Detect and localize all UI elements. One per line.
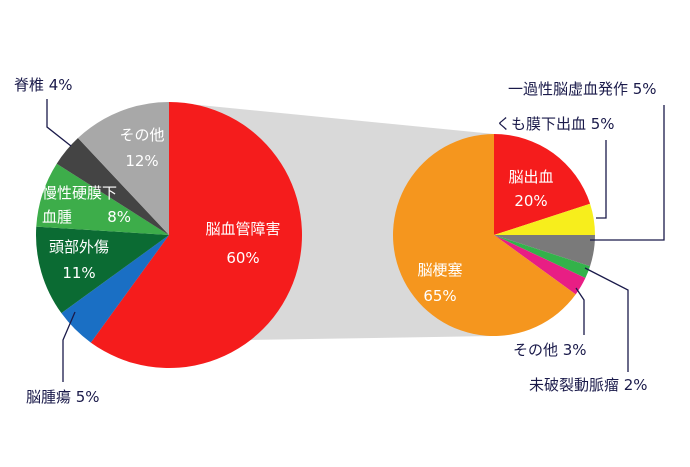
- right-slice-3: [494, 235, 591, 279]
- value-hemorrhage: 20%: [514, 192, 547, 210]
- right-slice-5: [392, 134, 576, 336]
- label-head-trauma: 頭部外傷: [49, 238, 109, 256]
- label-sah: くも膜下出血 5%: [496, 115, 615, 133]
- right-slice-4: [494, 235, 586, 295]
- label-subdural-2: 血腫: [42, 208, 72, 226]
- label-brain-tumor: 脳腫瘍 5%: [26, 388, 100, 406]
- value-other-left: 12%: [125, 152, 158, 170]
- right-slice-2: [494, 235, 595, 267]
- left-slice-0: [90, 102, 302, 368]
- left-pie: [36, 102, 302, 368]
- left-slice-4: [56, 138, 169, 235]
- label-tia: 一過性脳虚血発作 5%: [508, 80, 657, 98]
- label-cerebrovascular: 脳血管障害: [205, 220, 280, 238]
- left-slice-5: [77, 102, 169, 235]
- label-other-left: その他: [119, 126, 164, 144]
- value-cerebrovascular: 60%: [226, 249, 259, 267]
- right-pie: [392, 134, 595, 336]
- right-slice-1: [494, 203, 595, 235]
- left-leader-tumor: [62, 311, 76, 382]
- left-slice-1: [61, 235, 169, 343]
- value-head-trauma: 11%: [62, 264, 95, 282]
- right-slice-0: [494, 134, 591, 235]
- label-hemorrhage: 脳出血: [508, 168, 553, 186]
- label-other-right: その他 3%: [513, 341, 587, 359]
- right-leader-sah: [596, 140, 607, 219]
- label-aneurysm: 未破裂動脈瘤 2%: [529, 376, 648, 394]
- right-leader-other: [575, 287, 585, 335]
- right-leader-aneurysm: [584, 267, 629, 372]
- left-slice-2: [36, 226, 169, 314]
- value-infarction: 65%: [423, 287, 456, 305]
- label-subdural-1: 慢性硬膜下: [42, 184, 117, 202]
- left-slice-3: [36, 163, 169, 235]
- label-spine: 脊椎 4%: [14, 76, 73, 94]
- label-infarction: 脳梗塞: [417, 261, 462, 279]
- leader-lines: [46, 99, 665, 382]
- right-leader-tia: [590, 105, 665, 241]
- value-subdural: 8%: [107, 208, 131, 226]
- left-leader-spine: [46, 99, 72, 147]
